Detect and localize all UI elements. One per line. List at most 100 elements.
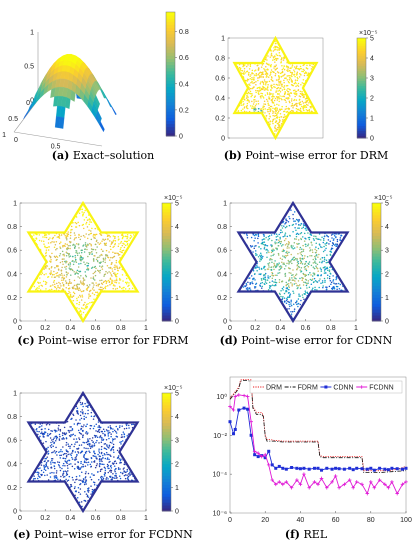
error-point: [39, 435, 41, 438]
error-point: [113, 429, 116, 432]
colorbar-cell: [357, 110, 366, 114]
error-point: [325, 247, 327, 250]
colorbar-cell: [162, 454, 171, 459]
error-point: [95, 258, 98, 261]
error-point: [286, 235, 289, 238]
error-point: [98, 283, 101, 286]
error-point: [284, 232, 287, 234]
error-point: [104, 238, 107, 241]
error-point: [269, 56, 272, 58]
error-point: [63, 260, 66, 263]
error-point: [240, 69, 242, 72]
error-point: [268, 97, 271, 99]
colorbar: 00.20.40.60.8: [165, 11, 189, 141]
error-point: [75, 236, 77, 239]
error-point: [107, 467, 109, 470]
y-tick-label: 0: [26, 100, 30, 107]
error-point: [306, 74, 309, 76]
error-point: [59, 247, 62, 249]
error-point: [333, 238, 335, 240]
error-point: [83, 441, 86, 444]
y-tick-label: 0.8: [7, 414, 17, 421]
error-point: [123, 246, 126, 249]
error-point: [64, 243, 67, 245]
error-point: [302, 106, 304, 108]
colorbar-cell: [162, 229, 171, 233]
x-tick-label: 0.6: [301, 325, 311, 332]
error-point: [123, 243, 125, 245]
error-point: [84, 306, 87, 309]
error-point: [260, 76, 262, 78]
error-point: [307, 265, 310, 268]
error-point: [290, 67, 292, 69]
error-point: [256, 64, 259, 67]
error-point: [295, 99, 298, 101]
error-point: [331, 244, 334, 247]
error-point: [302, 281, 305, 283]
colorbar-cell: [162, 413, 171, 418]
error-point: [243, 106, 246, 108]
error-point: [78, 277, 81, 279]
error-point: [65, 478, 67, 481]
colorbar-cell: [372, 244, 381, 248]
error-point: [96, 471, 99, 473]
error-point: [314, 260, 316, 262]
colorbar-exponent: ×10⁻⁵: [374, 195, 393, 202]
error-point: [45, 251, 47, 254]
x-tick-label: 1: [144, 515, 148, 522]
error-point: [68, 267, 71, 269]
error-point: [121, 287, 123, 290]
error-point: [310, 107, 312, 109]
error-point: [246, 287, 249, 289]
error-point: [65, 261, 67, 264]
error-point: [291, 224, 294, 226]
error-point: [97, 479, 100, 481]
error-point: [273, 86, 275, 88]
axes-frame: [229, 202, 357, 322]
error-point: [62, 263, 64, 265]
error-point: [297, 88, 300, 91]
error-point: [278, 54, 281, 57]
error-point: [303, 266, 306, 269]
error-point: [86, 284, 88, 287]
error-point: [257, 74, 259, 76]
error-point: [56, 264, 58, 267]
error-point: [272, 93, 274, 95]
error-point: [44, 245, 46, 247]
error-point: [76, 299, 78, 302]
error-point: [259, 82, 262, 85]
error-point: [81, 283, 83, 285]
error-point: [80, 425, 83, 428]
error-point: [314, 261, 316, 264]
caption-f: (f) REL: [284, 528, 328, 541]
colorbar-cell: [162, 475, 171, 480]
error-point: [72, 299, 75, 302]
colorbar-cell: [357, 105, 366, 109]
error-point: [254, 69, 257, 71]
error-point: [67, 470, 69, 472]
colorbar-cell: [372, 205, 381, 210]
error-point: [303, 240, 306, 242]
error-point: [53, 465, 55, 467]
error-point: [264, 272, 267, 275]
error-point: [124, 281, 127, 284]
colorbar-cell: [162, 437, 171, 441]
error-point: [74, 457, 77, 459]
error-point: [93, 266, 96, 269]
error-point: [273, 104, 276, 106]
error-point: [82, 245, 84, 247]
error-point: [251, 72, 253, 74]
error-point: [253, 101, 255, 103]
error-point: [299, 232, 302, 235]
error-point: [103, 239, 105, 241]
y-tick-label: 1: [2, 132, 6, 139]
error-point: [284, 255, 286, 257]
error-point: [319, 246, 322, 248]
error-point: [83, 418, 86, 421]
error-point: [71, 476, 74, 479]
error-point: [272, 118, 275, 121]
error-point: [104, 475, 106, 477]
error-point: [57, 235, 60, 238]
error-point: [283, 85, 286, 87]
error-point: [262, 83, 265, 85]
